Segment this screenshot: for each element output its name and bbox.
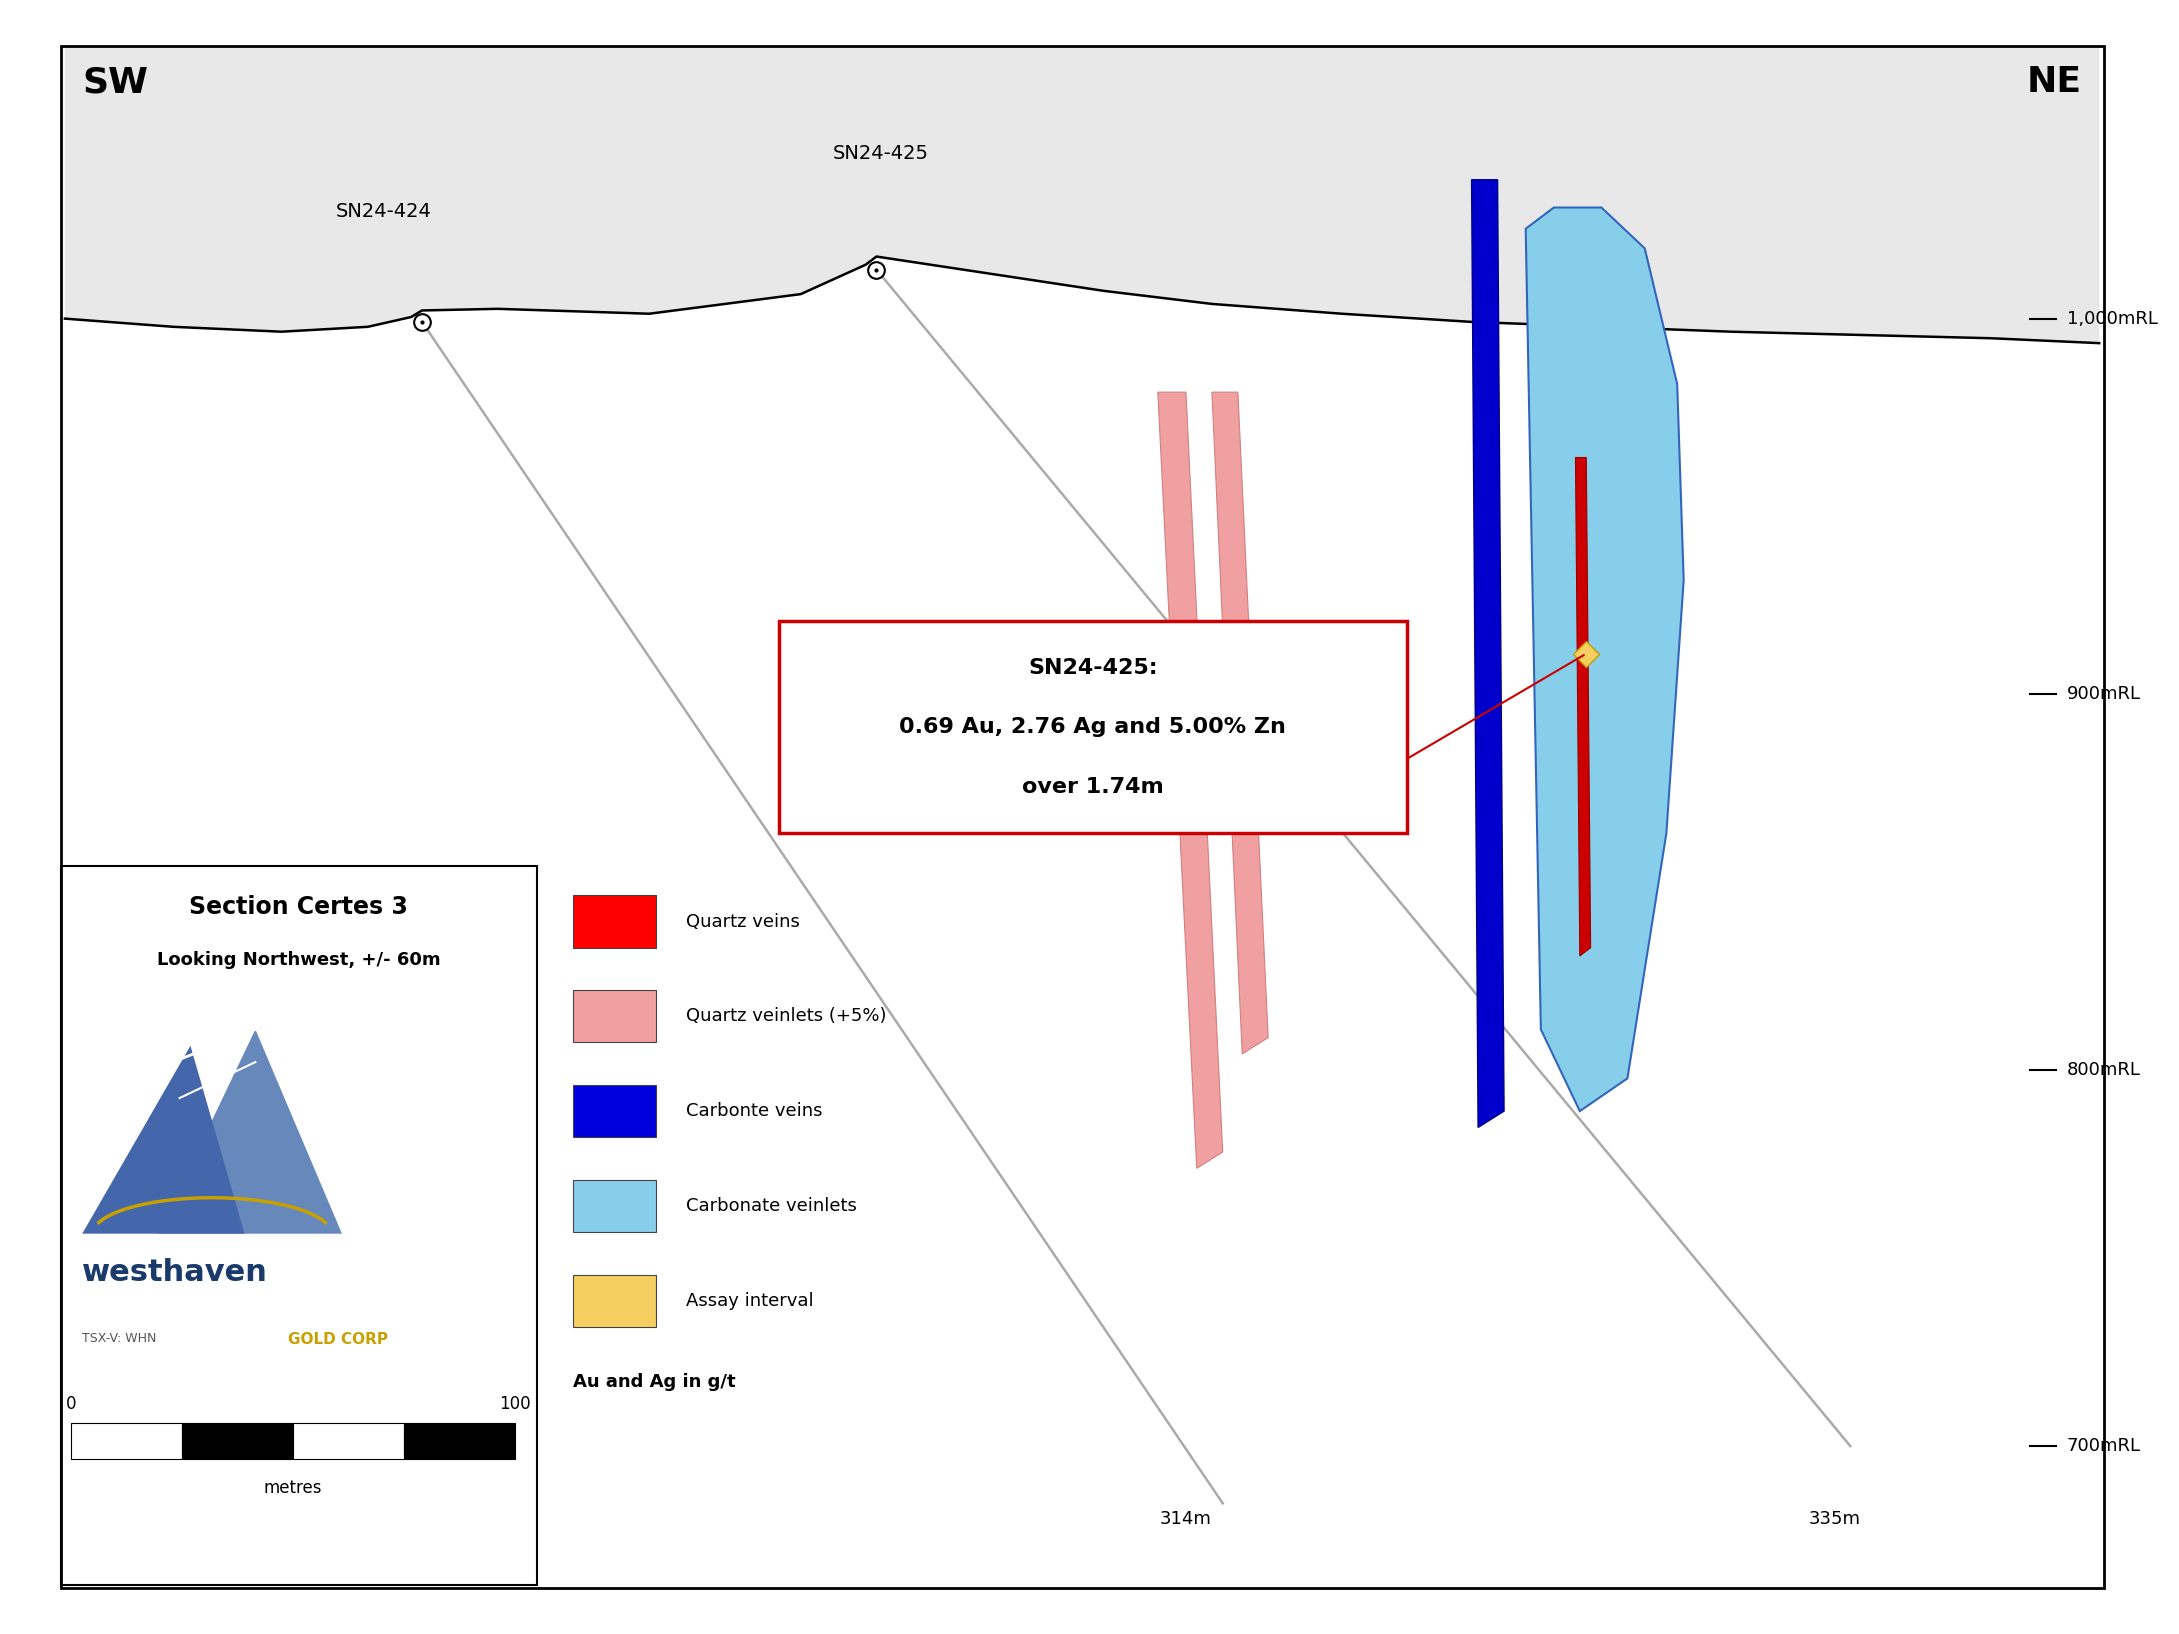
Bar [573, 1180, 656, 1232]
Text: 800mRL: 800mRL [2066, 1060, 2140, 1080]
Polygon shape [1212, 392, 1268, 1054]
Bar [403, 1423, 514, 1459]
Polygon shape [65, 46, 2098, 343]
Bar [573, 990, 656, 1042]
Text: SN24-425:: SN24-425: [1028, 657, 1157, 678]
Polygon shape [83, 1046, 244, 1234]
Polygon shape [1157, 392, 1222, 1168]
Text: westhaven: westhaven [83, 1258, 268, 1288]
FancyBboxPatch shape [780, 621, 1408, 833]
Text: SN24-424: SN24-424 [336, 201, 431, 221]
Text: Quartz veins: Quartz veins [686, 912, 800, 931]
Text: NE: NE [2026, 65, 2081, 100]
FancyBboxPatch shape [61, 866, 536, 1585]
Text: Carbonate veinlets: Carbonate veinlets [686, 1196, 856, 1216]
Bar [72, 1423, 183, 1459]
Text: 1,000mRL: 1,000mRL [2066, 309, 2157, 328]
Text: 0: 0 [65, 1395, 76, 1413]
Text: GOLD CORP: GOLD CORP [288, 1332, 388, 1346]
Bar [573, 1085, 656, 1137]
Text: Section Certes 3: Section Certes 3 [190, 895, 407, 920]
Polygon shape [1471, 180, 1504, 1127]
Text: metres: metres [264, 1479, 322, 1497]
Text: Au and Ag in g/t: Au and Ag in g/t [573, 1373, 737, 1391]
Bar [294, 1423, 403, 1459]
Polygon shape [1575, 458, 1591, 956]
Text: over 1.74m: over 1.74m [1022, 776, 1164, 797]
Text: 700mRL: 700mRL [2066, 1436, 2140, 1456]
Text: 0.69 Au, 2.76 Ag and 5.00% Zn: 0.69 Au, 2.76 Ag and 5.00% Zn [900, 717, 1286, 737]
Text: 335m: 335m [1809, 1510, 1861, 1528]
Polygon shape [159, 1029, 342, 1234]
Text: SW: SW [83, 65, 148, 100]
Text: Assay interval: Assay interval [686, 1291, 813, 1310]
Polygon shape [1525, 208, 1684, 1111]
Text: 314m: 314m [1159, 1510, 1212, 1528]
Text: Looking Northwest, +/- 60m: Looking Northwest, +/- 60m [157, 951, 440, 969]
Text: Quartz veinlets (+5%): Quartz veinlets (+5%) [686, 1007, 887, 1026]
Text: 900mRL: 900mRL [2066, 685, 2140, 704]
Text: Carbonte veins: Carbonte veins [686, 1101, 821, 1121]
Text: TSX-V: WHN: TSX-V: WHN [83, 1332, 157, 1345]
Text: 100: 100 [499, 1395, 532, 1413]
Bar [183, 1423, 294, 1459]
Bar [573, 895, 656, 948]
Bar [573, 1275, 656, 1327]
Text: SN24-425: SN24-425 [832, 144, 928, 163]
